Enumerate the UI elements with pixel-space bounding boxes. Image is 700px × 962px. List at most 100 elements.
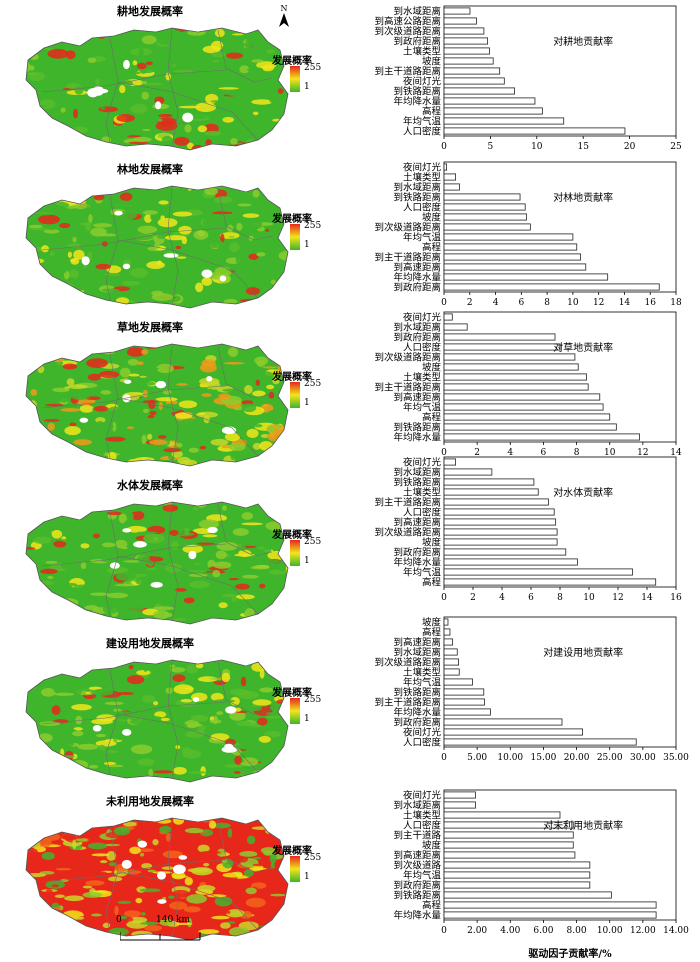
probability-map <box>25 343 289 467</box>
category-label: 到铁路距离 <box>393 422 441 434</box>
legend-color-ramp <box>290 540 300 566</box>
bar <box>443 528 558 536</box>
category-label: 到水域距离 <box>393 800 441 812</box>
category-label: 年均降水量 <box>393 96 441 108</box>
category-label: 人口密度 <box>403 126 442 138</box>
tick-label: 14 <box>619 298 631 308</box>
bar <box>443 831 574 839</box>
bar <box>443 628 451 636</box>
tick-label: 0 <box>441 298 447 308</box>
tick-label: 25.00 <box>597 753 623 763</box>
category-label: 年均降水量 <box>393 707 441 719</box>
tick-label: 16 <box>644 298 656 308</box>
bar <box>443 861 591 869</box>
category-label: 夜间灯光 <box>403 162 442 174</box>
legend-title: 发展概率 <box>272 688 312 699</box>
bar <box>443 498 549 506</box>
category-label: 高程 <box>422 106 442 118</box>
tick-label: 0 <box>441 142 447 152</box>
tick-label: 5 <box>488 142 494 152</box>
category-label: 高程 <box>422 627 442 639</box>
map-panel: 建设用地发展概率 发展概率 255 1 <box>0 632 360 788</box>
category-label: 到水域距离 <box>393 467 441 479</box>
category-label: 到主干道路距离 <box>374 697 441 709</box>
category-label: 坡度 <box>422 212 442 224</box>
bar <box>443 791 476 799</box>
category-label: 到政府距离 <box>393 282 441 294</box>
chart-title: 对耕地贡献率 <box>553 35 613 48</box>
bar <box>443 488 539 496</box>
tick-label: 12 <box>612 593 623 603</box>
bar <box>443 283 660 291</box>
bar <box>443 578 657 586</box>
category-label: 年均降水量 <box>393 910 441 922</box>
contribution-chart: 夜间灯光到水域距离土壤类型人口密度到主干道路坡度到高速距离到次级道路年均气温到政… <box>393 790 689 937</box>
tick-label: 6.00 <box>533 926 553 936</box>
legend-max: 255 <box>304 63 322 73</box>
category-label: 高程 <box>422 577 442 589</box>
bar <box>443 233 574 241</box>
tick-label: 8 <box>557 593 563 603</box>
legend-color-ramp <box>290 856 300 882</box>
tick-label: 12 <box>593 298 604 308</box>
bar <box>443 718 563 726</box>
category-label: 到铁路距离 <box>393 687 441 699</box>
bar <box>443 811 561 819</box>
chart-title: 对林地贡献率 <box>553 191 613 204</box>
category-label: 到主干道路距离 <box>374 252 441 264</box>
bar <box>443 117 565 125</box>
bar <box>443 458 456 466</box>
category-label: 到政府距离 <box>393 547 441 559</box>
category-label: 土壤类型 <box>403 172 442 184</box>
bar <box>443 57 494 65</box>
category-label: 到次级道路 <box>393 860 441 872</box>
map-panel: 水体发展概率 发展概率 255 1 <box>0 474 360 630</box>
bar <box>443 193 521 201</box>
tick-label: 14 <box>670 448 682 458</box>
tick-label: 10 <box>583 593 595 603</box>
bar <box>443 213 527 221</box>
bar <box>443 323 468 331</box>
tick-label: 6 <box>518 298 524 308</box>
category-label: 到铁路距离 <box>393 86 441 98</box>
category-label: 年均气温 <box>403 677 442 689</box>
map-title: 草地发展概率 <box>117 321 183 334</box>
category-label: 到主干道路 <box>393 830 441 842</box>
category-label: 到次级道路距离 <box>374 527 441 539</box>
bar <box>443 911 657 919</box>
bar <box>443 468 493 476</box>
tick-label: 14 <box>641 593 653 603</box>
bar <box>443 17 477 25</box>
bar <box>443 841 574 849</box>
bar <box>443 668 460 676</box>
tick-label: 12 <box>637 448 648 458</box>
tick-label: 4 <box>493 298 499 308</box>
tick-label: 15.00 <box>531 753 557 763</box>
category-label: 坡度 <box>422 617 442 629</box>
category-label: 夜间灯光 <box>403 76 442 88</box>
tick-label: 6 <box>528 593 534 603</box>
bar <box>443 163 447 171</box>
legend-color-ramp <box>290 66 300 92</box>
bar <box>443 678 473 686</box>
bar <box>443 393 601 401</box>
tick-label: 4 <box>507 448 513 458</box>
legend-title: 发展概率 <box>272 214 312 225</box>
north-arrow: N <box>276 4 292 29</box>
tick-label: 15 <box>577 142 589 152</box>
bar <box>443 508 555 516</box>
category-label: 到次级道路距离 <box>374 222 441 234</box>
legend-min: 1 <box>304 714 310 724</box>
tick-label: 8.00 <box>567 926 587 936</box>
legend-color-ramp <box>290 224 300 250</box>
legend-min: 1 <box>304 398 310 408</box>
category-label: 夜间灯光 <box>403 312 442 324</box>
category-label: 到政府距离 <box>393 36 441 48</box>
scale-distance: 140 km <box>156 915 191 925</box>
bar <box>443 558 578 566</box>
chart-title: 对未利用地贡献率 <box>543 819 623 832</box>
tick-label: 6 <box>541 448 547 458</box>
probability-map <box>25 659 289 783</box>
legend-title: 发展概率 <box>272 372 312 383</box>
category-label: 到水域距离 <box>393 322 441 334</box>
